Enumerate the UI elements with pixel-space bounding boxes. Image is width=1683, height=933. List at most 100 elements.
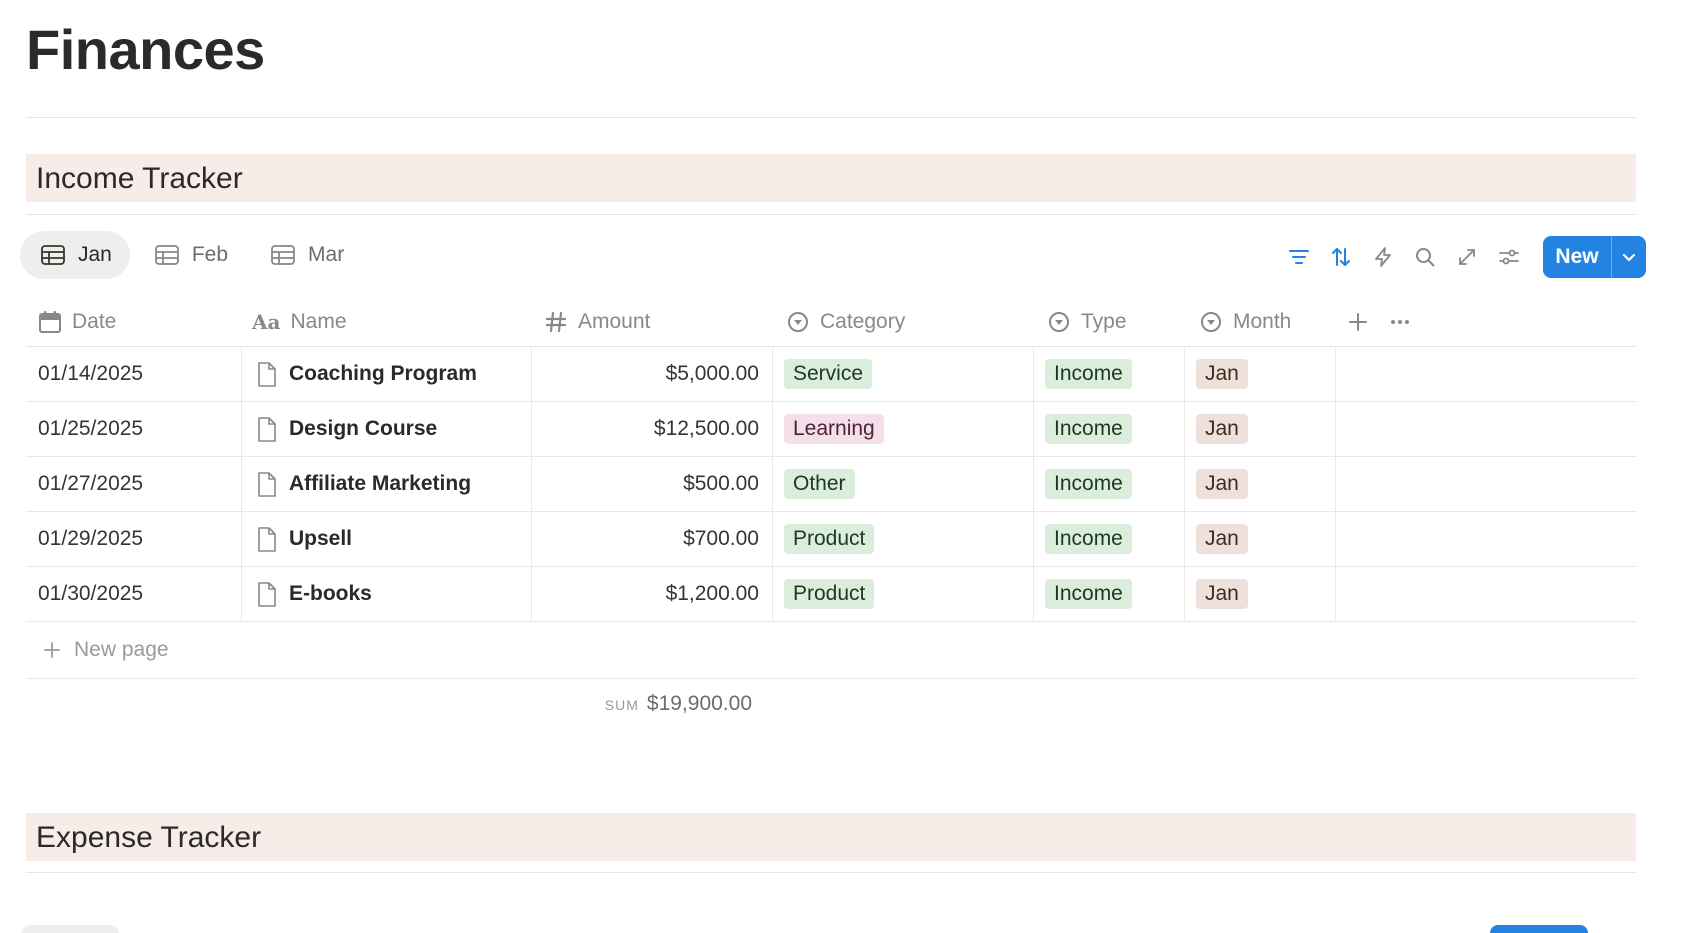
tab-jan-label: Jan: [78, 243, 112, 266]
table-row[interactable]: 01/14/2025 Coaching Program $5,000.00 Servi…: [26, 347, 1636, 402]
table-row[interactable]: 01/25/2025 Design Course $12,500.00 Learnin…: [26, 402, 1636, 457]
month-cell[interactable]: Jan: [1196, 567, 1336, 621]
column-divider: [1335, 402, 1336, 457]
month-cell[interactable]: Jan: [1196, 347, 1336, 401]
category-cell[interactable]: Other: [784, 457, 1034, 511]
name-cell[interactable]: E-books: [256, 567, 546, 621]
new-page-label: New page: [74, 638, 169, 661]
tab-jan[interactable]: Jan: [20, 231, 130, 279]
filter-button[interactable]: [1278, 236, 1320, 278]
date-cell[interactable]: 01/29/2025: [38, 512, 238, 566]
page-icon: [258, 526, 276, 552]
new-dropdown-button[interactable]: [1611, 236, 1646, 278]
column-divider: [1033, 567, 1034, 622]
sum-label: SUM: [604, 697, 639, 713]
name-cell[interactable]: Affiliate Marketing: [256, 457, 546, 511]
category-cell[interactable]: Product: [784, 567, 1034, 621]
column-divider: [241, 512, 242, 567]
date-cell[interactable]: 01/27/2025: [38, 457, 238, 511]
date-value: 01/25/2025: [38, 417, 144, 440]
column-divider: [531, 402, 532, 457]
expense-section-header: Expense Tracker: [26, 813, 1636, 861]
expand-button[interactable]: [1446, 236, 1488, 278]
type-cell[interactable]: Income: [1045, 457, 1185, 511]
column-header-category[interactable]: Category: [786, 298, 905, 346]
category-cell[interactable]: Product: [784, 512, 1034, 566]
type-cell[interactable]: Income: [1045, 567, 1185, 621]
column-divider: [1335, 512, 1336, 567]
plus-icon: [1349, 313, 1367, 331]
amount-cell[interactable]: $5,000.00: [531, 347, 759, 401]
date-cell[interactable]: 01/25/2025: [38, 402, 238, 456]
type-tag: Income: [1045, 414, 1132, 444]
tab-feb-label: Feb: [191, 243, 229, 266]
amount-cell[interactable]: $12,500.00: [531, 402, 759, 456]
column-divider: [1184, 402, 1185, 457]
table-row[interactable]: 01/27/2025 Affiliate Marketing $500.00 Othe…: [26, 457, 1636, 512]
table-body: 01/14/2025 Coaching Program $5,000.00 Servi…: [26, 347, 1636, 622]
type-cell[interactable]: Income: [1045, 402, 1185, 456]
add-property-button[interactable]: [1346, 298, 1370, 346]
tab-feb[interactable]: Feb: [134, 231, 246, 279]
column-header-name[interactable]: Aa Name: [252, 298, 347, 346]
calendar-icon: [39, 311, 61, 333]
column-header-type[interactable]: Type: [1047, 298, 1127, 346]
new-page-button[interactable]: New page: [26, 622, 1636, 679]
date-cell[interactable]: 01/30/2025: [38, 567, 238, 621]
view-settings-button[interactable]: [1488, 236, 1530, 278]
expense-new-button-partial[interactable]: [1490, 925, 1588, 933]
month-cell[interactable]: Jan: [1196, 402, 1336, 456]
column-divider: [1033, 347, 1034, 402]
table-row[interactable]: 01/30/2025 E-books $1,200.00 Product Income J…: [26, 567, 1636, 622]
date-value: 01/30/2025: [38, 582, 144, 605]
type-cell[interactable]: Income: [1045, 347, 1185, 401]
search-button[interactable]: [1404, 236, 1446, 278]
category-cell[interactable]: Learning: [784, 402, 1034, 456]
table-icon: [271, 245, 295, 265]
month-cell[interactable]: Jan: [1196, 512, 1336, 566]
column-header-month[interactable]: Month: [1199, 298, 1291, 346]
name-value: Design Course: [289, 417, 438, 440]
select-icon: [788, 312, 808, 332]
view-tabs: Jan Feb Mar: [20, 231, 366, 279]
ellipsis-icon: [1391, 320, 1409, 324]
amount-cell[interactable]: $1,200.00: [531, 567, 759, 621]
category-tag: Learning: [784, 414, 884, 444]
income-table: Date Aa Name Amount Category: [26, 298, 1636, 734]
sort-button[interactable]: [1320, 236, 1362, 278]
expand-icon: [1459, 249, 1475, 265]
column-header-date[interactable]: Date: [38, 298, 116, 346]
column-divider: [241, 567, 242, 622]
new-button[interactable]: New: [1555, 245, 1599, 268]
category-cell[interactable]: Service: [784, 347, 1034, 401]
amount-value: $700.00: [683, 527, 759, 550]
automation-button[interactable]: [1362, 236, 1404, 278]
date-value: 01/29/2025: [38, 527, 144, 550]
amount-value: $500.00: [683, 472, 759, 495]
month-tag: Jan: [1196, 414, 1248, 444]
tab-mar[interactable]: Mar: [250, 231, 362, 279]
expense-section-title: Expense Tracker: [36, 821, 262, 854]
name-cell[interactable]: Upsell: [256, 512, 546, 566]
type-tag: Income: [1045, 524, 1132, 554]
type-tag: Income: [1045, 469, 1132, 499]
column-divider: [772, 402, 773, 457]
more-options-button[interactable]: [1388, 298, 1412, 346]
table-row[interactable]: 01/29/2025 Upsell $700.00 Product Income Jan: [26, 512, 1636, 567]
date-cell[interactable]: 01/14/2025: [38, 347, 238, 401]
month-cell[interactable]: Jan: [1196, 457, 1336, 511]
amount-cell[interactable]: $500.00: [531, 457, 759, 511]
table-icon: [154, 245, 179, 265]
amount-cell[interactable]: $700.00: [531, 512, 759, 566]
expense-view-tab-partial[interactable]: [20, 925, 120, 933]
settings-sliders-icon: [1499, 249, 1519, 265]
select-icon: [1201, 312, 1221, 332]
name-cell[interactable]: Coaching Program: [256, 347, 546, 401]
calculation-row: SUM $19,900.00: [26, 679, 1636, 734]
amount-sum[interactable]: SUM $19,900.00: [605, 692, 752, 716]
page-title: Finances: [26, 18, 265, 81]
column-header-amount[interactable]: Amount: [544, 298, 650, 346]
select-icon: [1049, 312, 1069, 332]
name-cell[interactable]: Design Course: [256, 402, 546, 456]
type-cell[interactable]: Income: [1045, 512, 1185, 566]
